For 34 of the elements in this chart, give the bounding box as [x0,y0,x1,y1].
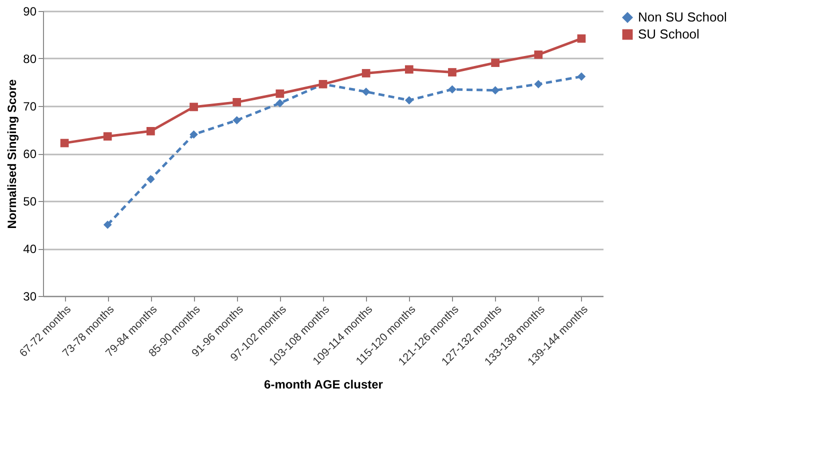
legend-label: Non SU School [638,10,727,24]
point [534,80,543,88]
point [404,65,414,74]
y-tick-label: 80 [23,52,37,66]
point [276,98,284,108]
point [362,88,370,96]
point [103,132,112,141]
y-axis-title: Normalised Singing Score [5,78,20,229]
point [577,72,586,81]
point [146,174,155,184]
point [577,34,586,43]
x-axis-title: 6-month AGE cluster [264,377,384,392]
y-tick-label: 90 [23,4,37,18]
point [448,68,456,76]
point [448,85,456,94]
point [190,130,198,139]
point [60,138,69,148]
point [146,126,155,136]
point [534,50,543,59]
point [232,98,242,106]
point [103,220,112,229]
point [404,96,414,104]
point [362,69,370,78]
y-tick-label: 30 [23,290,37,304]
y-tick-label: 50 [23,194,37,208]
y-tick-label: 60 [23,147,37,161]
y-tick-label: 40 [23,242,37,256]
point [276,89,284,98]
point [190,102,198,112]
point [491,86,500,95]
point [491,58,500,67]
point [232,116,242,124]
y-tick-label: 70 [23,100,37,114]
legend-label: SU School [638,26,700,42]
